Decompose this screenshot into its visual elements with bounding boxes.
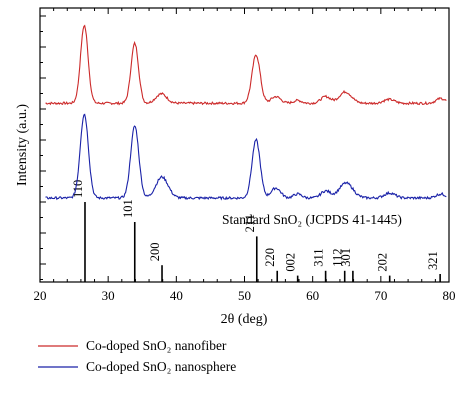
x-tick-label: 50 bbox=[238, 288, 251, 303]
reference-peak-label: 211 bbox=[243, 214, 257, 232]
plot-frame bbox=[39, 7, 450, 283]
reference-peak-label: 200 bbox=[148, 242, 162, 261]
reference-peak-label: 220 bbox=[263, 248, 277, 267]
reference-peak-label: 101 bbox=[121, 199, 135, 218]
x-axis-label: 2θ (deg) bbox=[221, 312, 268, 327]
x-tick-label: 20 bbox=[34, 288, 47, 303]
x-tick-label: 30 bbox=[102, 288, 115, 303]
legend: Co-doped SnO₂ nanofiber Co-doped SnO₂ nan… bbox=[38, 338, 236, 374]
reference-peak-label: 311 bbox=[312, 249, 326, 267]
x-tick-label: 40 bbox=[170, 288, 183, 303]
reference-pattern-title: Standard SnO₂ (JCPDS 41-1445) bbox=[222, 212, 402, 227]
reference-peak-label: 321 bbox=[426, 251, 440, 270]
reference-peak-label: 002 bbox=[284, 253, 298, 272]
legend-label: Co-doped SnO₂ nanofiber bbox=[86, 338, 227, 353]
reference-peak-label: 301 bbox=[339, 248, 353, 267]
x-tick-label: 80 bbox=[443, 288, 456, 303]
legend-label: Co-doped SnO₂ nanosphere bbox=[86, 359, 236, 374]
series-line bbox=[45, 113, 447, 201]
series-line bbox=[45, 24, 447, 106]
reference-peak-label: 202 bbox=[376, 253, 390, 272]
reference-peak-label: 112 bbox=[331, 249, 345, 267]
x-tick-label: 70 bbox=[374, 288, 387, 303]
y-axis-label: Intensity (a.u.) bbox=[15, 104, 30, 186]
x-tick-label: 60 bbox=[306, 288, 319, 303]
